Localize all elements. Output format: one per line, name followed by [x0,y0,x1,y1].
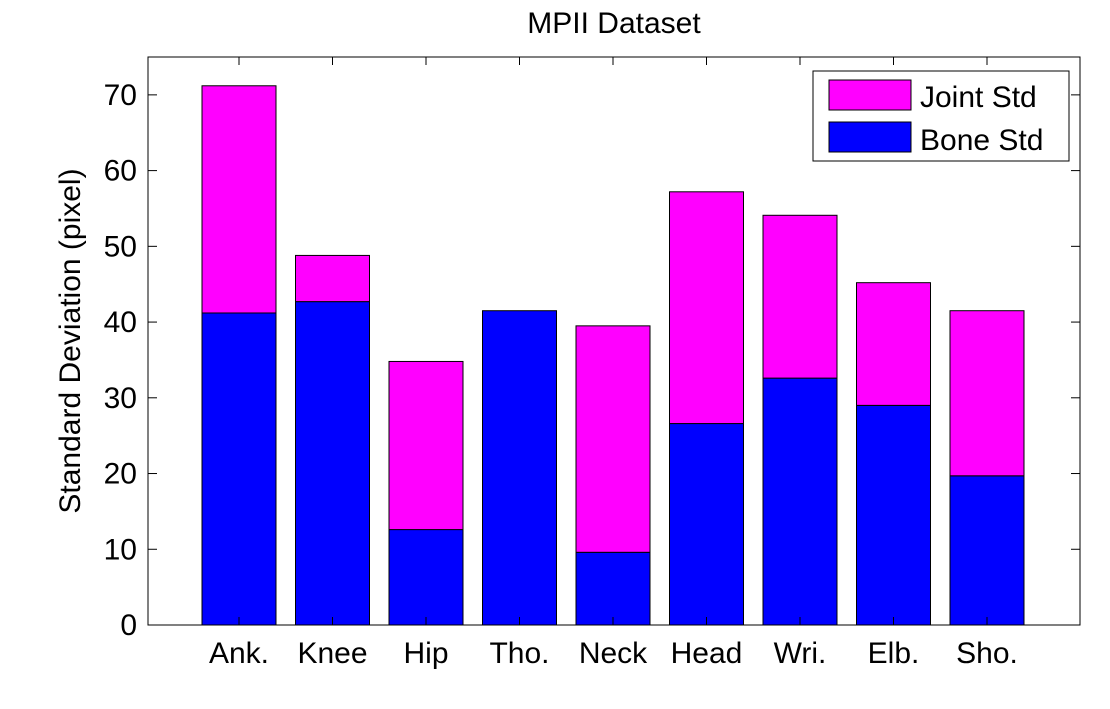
x-tick-label-knee: Knee [297,637,367,670]
legend-swatch-joint-std [828,79,912,111]
x-tick-label-elb: Elb. [868,637,920,670]
bar-bone-std-neck [575,551,651,626]
y-tick-label-60: 60 [104,155,137,188]
x-tick-label-hip: Hip [403,637,448,670]
bar-joint-std-ank [201,85,277,314]
x-tick-label-head: Head [671,637,743,670]
bar-joint-std-neck [575,325,651,553]
bar-bone-std-ank [201,312,277,626]
bar-bone-std-hip [388,529,464,626]
bar-joint-std-knee [295,254,370,303]
bar-bone-std-knee [295,301,370,626]
x-tick-label-tho: Tho. [489,637,549,670]
bar-bone-std-tho [482,310,557,626]
x-tick-label-ank: Ank. [209,637,269,670]
y-tick-label-20: 20 [104,458,137,491]
bars-layer [201,85,1025,626]
legend: Joint Std Bone Std [812,70,1070,162]
bar-joint-std-sho [949,310,1025,477]
plot-frame [147,56,1081,626]
y-tick-label-40: 40 [104,306,137,339]
x-tick-label-sho: Sho. [956,637,1018,670]
y-tick-label-10: 10 [104,533,137,566]
bar-bone-std-wri [762,377,838,626]
y-axis-label: Standard Deviation (pixel) [54,168,87,513]
bar-bone-std-head [669,423,744,626]
bar-bone-std-sho [949,475,1025,626]
bar-joint-std-elb [856,282,931,406]
legend-label-bone-std: Bone Std [920,124,1043,157]
bar-bone-std-elb [856,404,931,626]
chart-title: MPII Dataset [527,7,701,40]
y-tick-label-70: 70 [104,79,137,112]
y-tick-label-50: 50 [104,230,137,263]
bar-joint-std-head [669,191,744,425]
y-tick-label-0: 0 [120,609,137,642]
x-tick-label-neck: Neck [579,637,648,670]
legend-swatch-bone-std [828,121,912,153]
x-tick-label-wri: Wri. [774,637,827,670]
legend-label-joint-std: Joint Std [920,81,1037,114]
bar-joint-std-wri [762,214,838,379]
ticks-layer: Ank. Knee Hip Tho. Neck Head Wri. Elb. Sho. 0 10 20… [104,57,1080,670]
y-tick-label-30: 30 [104,382,137,415]
bar-joint-std-hip [388,360,464,531]
